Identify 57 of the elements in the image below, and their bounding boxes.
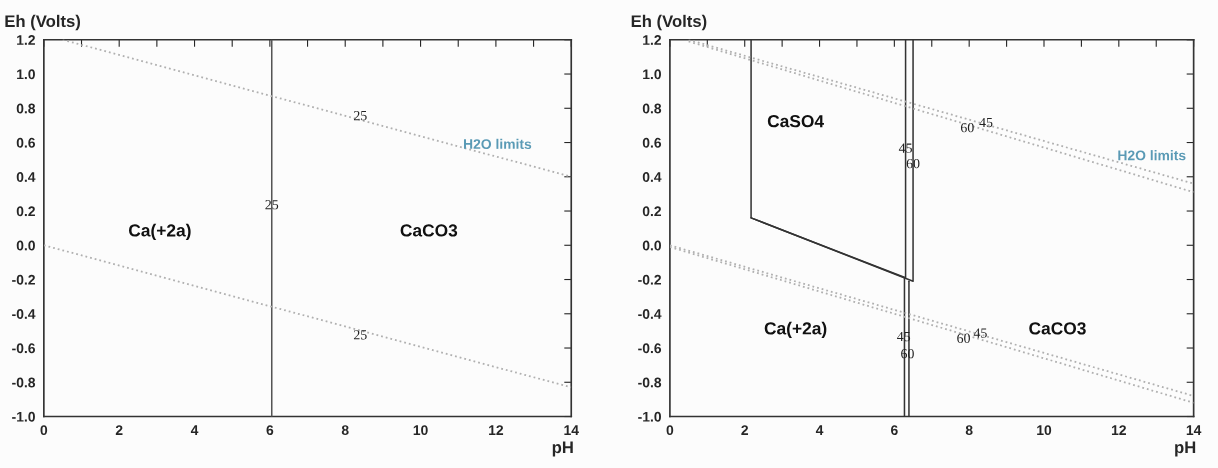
x-tick-label: 0 (666, 425, 674, 436)
y-tick-label: 0.8 (642, 103, 662, 114)
x-tick-label: 4 (190, 425, 199, 435)
y-tick-label: 0.2 (642, 206, 662, 217)
annotation: 25 (353, 330, 367, 340)
y-tick-label: 1.2 (17, 35, 35, 45)
y-tick-label: -0.2 (638, 274, 662, 285)
y-tick-label: 0.2 (16, 206, 35, 217)
y-tick-label: 0.6 (642, 137, 662, 148)
y-tick-label: 1.0 (643, 69, 661, 80)
x-tick-label: 8 (341, 425, 349, 436)
x-tick-label: 12 (489, 425, 504, 435)
y-tick-label: -1.0 (12, 411, 35, 422)
annotation: Ca(+2a) (128, 223, 191, 241)
y-tick-label: 0.4 (642, 172, 662, 182)
x-tick-label: 0 (40, 425, 48, 436)
x-tick-label: 2 (741, 425, 749, 435)
annotation: H2O limits (1118, 150, 1186, 161)
y-tick-label: -0.8 (638, 377, 662, 388)
annotation: 45 (979, 117, 993, 128)
x-tick-label: 10 (1037, 425, 1052, 436)
y-tick-label: 1.2 (643, 35, 662, 45)
y-tick-label: -0.6 (12, 343, 36, 354)
x-axis-title: pH (552, 441, 573, 457)
annotation: CaSO4 (767, 115, 824, 128)
x-tick-label: 14 (564, 425, 579, 435)
annotation: 25 (353, 110, 367, 121)
annotation: 45 (973, 328, 987, 338)
y-axis-title: Eh (Volts) (631, 14, 707, 31)
annotation: 60 (960, 122, 974, 133)
x-tick-label: 6 (266, 425, 274, 436)
y-tick-label: 1.0 (17, 69, 35, 80)
y-tick-label: -0.4 (12, 309, 36, 319)
x-tick-label: 12 (1111, 425, 1126, 435)
y-tick-label: 0.4 (16, 172, 36, 182)
x-tick-label: 2 (115, 425, 123, 435)
y-tick-label: 0.6 (16, 137, 36, 148)
annotation: Ca(+2a) (764, 321, 827, 338)
x-tick-label: 4 (815, 425, 824, 435)
x-tick-label: 6 (891, 425, 898, 436)
x-tick-label: 10 (413, 425, 428, 436)
annotation: 60 (957, 333, 970, 343)
x-tick-label: 8 (965, 425, 973, 436)
annotation: CaCO3 (400, 224, 458, 237)
y-tick-label: -0.4 (638, 309, 662, 319)
y-tick-label: 0.0 (642, 240, 661, 251)
y-tick-label: -1.0 (638, 411, 661, 422)
y-tick-label: 0.8 (16, 103, 36, 114)
annotation: CaCO3 (1029, 322, 1086, 335)
x-axis-title: pH (1175, 441, 1196, 457)
y-tick-label: 0.0 (16, 240, 35, 251)
y-tick-label: -0.2 (12, 274, 35, 285)
y-tick-label: -0.6 (638, 343, 662, 354)
x-tick-label: 14 (1186, 425, 1202, 435)
y-axis-title: Eh (Volts) (5, 14, 81, 31)
annotation: H2O limits (463, 138, 532, 149)
y-tick-label: -0.8 (12, 377, 36, 388)
